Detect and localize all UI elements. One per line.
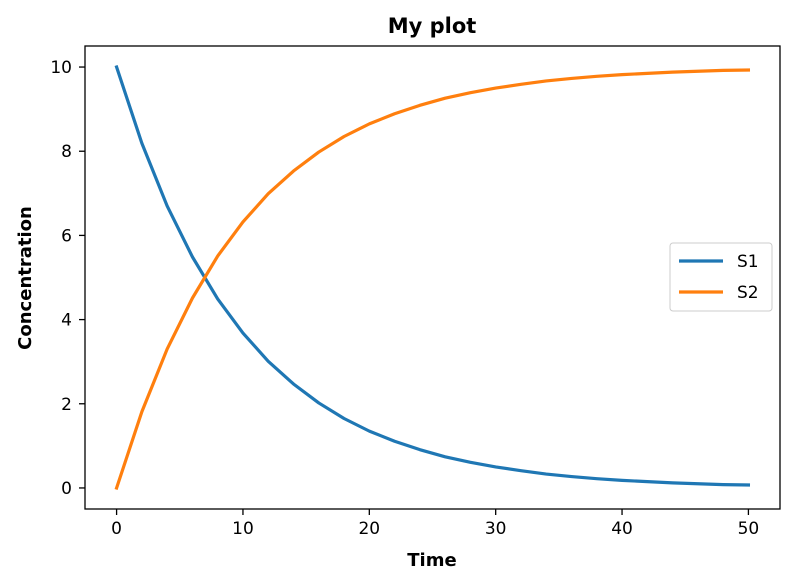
axes-layer: 0 10 20 30 40 50 0 2 4 6 8 10 [50, 45, 781, 539]
y-tick-label: 10 [50, 58, 72, 78]
y-tick-label: 8 [61, 142, 72, 162]
x-tick-label: 20 [358, 519, 380, 539]
legend-label-s2: S2 [737, 283, 759, 303]
y-tick-label: 2 [61, 395, 72, 415]
y-tick-label: 0 [61, 479, 72, 499]
chart-title: My plot [388, 14, 477, 38]
legend: S1 S2 [669, 242, 773, 312]
plot-frame [84, 45, 781, 510]
x-tick-label: 30 [485, 519, 507, 539]
x-axis-title: Time [407, 550, 456, 571]
y-tick-label: 4 [61, 311, 72, 331]
y-axis-title: Concentration [15, 206, 36, 350]
series-line-s1 [114, 65, 751, 487]
legend-label-s1: S1 [737, 252, 759, 272]
x-tick-label: 10 [232, 519, 254, 539]
y-tick-label: 6 [61, 226, 72, 246]
series-line-s2 [114, 68, 751, 490]
x-tick-label: 50 [738, 519, 760, 539]
x-tick-label: 40 [611, 519, 633, 539]
x-tick-label: 0 [111, 519, 122, 539]
series-layer [114, 65, 751, 490]
